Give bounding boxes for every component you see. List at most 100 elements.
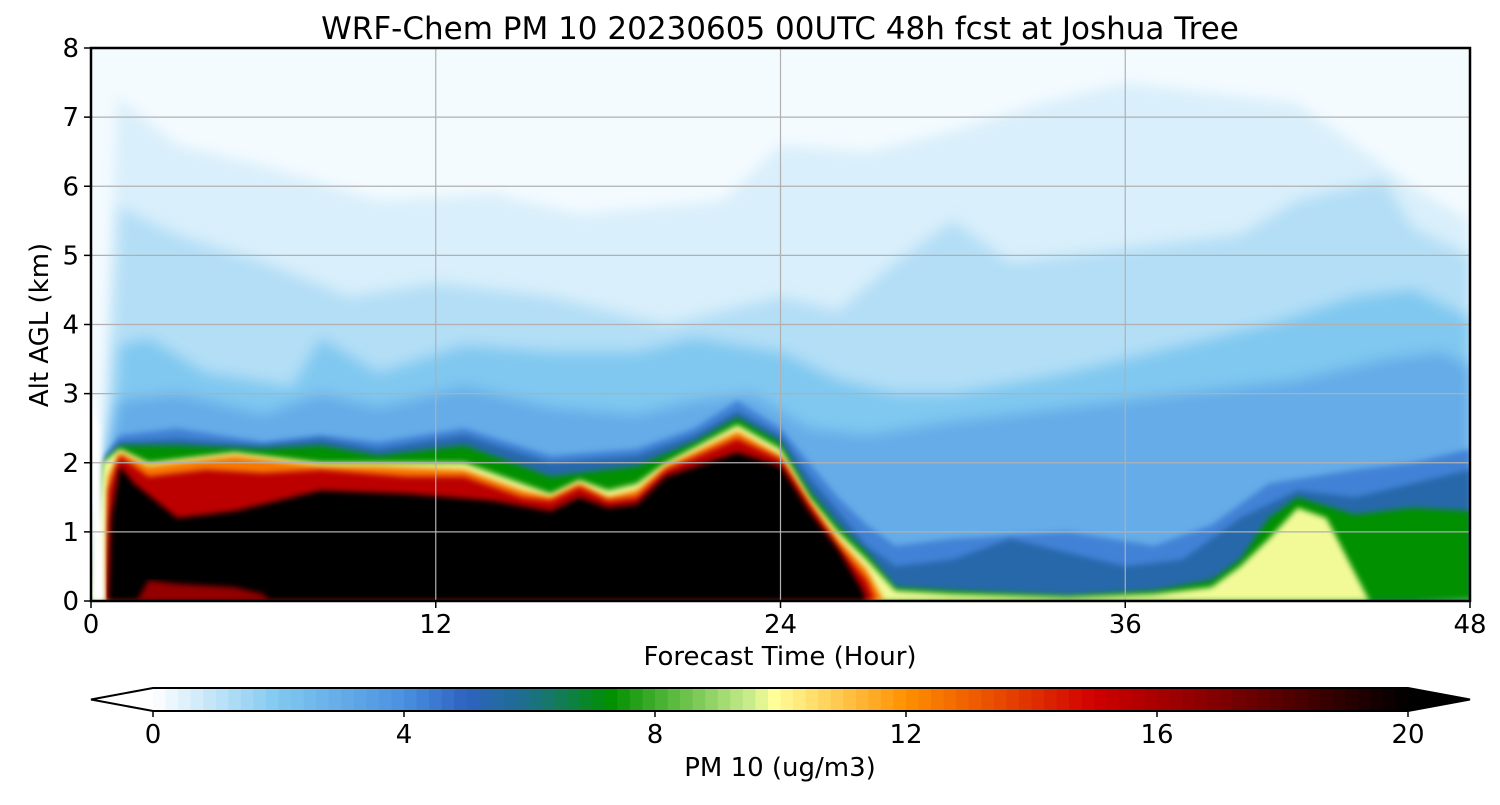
colorbar-segment — [391, 688, 405, 711]
colorbar-segment — [843, 688, 857, 711]
colorbar-tick-label: 20 — [1391, 720, 1424, 750]
y-tick-label: 0 — [62, 587, 79, 617]
colorbar-segment — [1345, 688, 1359, 711]
colorbar-segment — [956, 688, 970, 711]
colorbar-segment — [1169, 688, 1183, 711]
colorbar-segment — [1269, 688, 1284, 711]
colorbar-segment — [1106, 688, 1120, 711]
colorbar-segment — [554, 688, 568, 711]
colorbar-label: PM 10 (ug/m3) — [684, 753, 876, 783]
chart-title: WRF-Chem PM 10 20230605 00UTC 48h fcst a… — [321, 11, 1239, 47]
colorbar-segment — [880, 688, 895, 711]
colorbar-segment — [1081, 688, 1095, 711]
colorbar-segment — [153, 688, 167, 711]
colorbar-segment — [1006, 688, 1020, 711]
colorbar-segment — [629, 688, 644, 711]
colorbar-segment — [228, 688, 242, 711]
colorbar-segment — [1157, 688, 1171, 711]
x-axis-label: Forecast Time (Hour) — [643, 642, 916, 672]
colorbar-segment — [479, 688, 493, 711]
colorbar-segment — [1257, 688, 1271, 711]
colorbar-extend-low — [91, 688, 153, 711]
y-tick-label: 7 — [62, 103, 79, 133]
colorbar-segment — [1207, 688, 1221, 711]
colorbar-segment — [316, 688, 330, 711]
colorbar-segment — [240, 688, 254, 711]
colorbar-segment — [404, 688, 418, 711]
y-tick-label: 4 — [62, 311, 79, 341]
colorbar-segment — [805, 688, 819, 711]
colorbar-segment — [1307, 688, 1321, 711]
colorbar-segment — [767, 688, 782, 711]
colorbar-segment — [1282, 688, 1296, 711]
colorbar-segment — [491, 688, 505, 711]
colorbar-segment — [1382, 688, 1397, 711]
colorbar-segment — [1018, 688, 1033, 711]
x-axis: 0 12 24 36 48 — [83, 601, 1487, 640]
colorbar-segment — [830, 688, 844, 711]
colorbar-segment — [1119, 688, 1133, 711]
y-axis: 0 1 2 3 4 5 6 7 8 — [62, 34, 91, 617]
y-axis-label: Alt AGL (km) — [25, 243, 55, 407]
y-tick-label: 3 — [62, 380, 79, 410]
colorbar-segment — [341, 688, 355, 711]
colorbar-segment — [466, 688, 480, 711]
colorbar-segment — [1094, 688, 1108, 711]
contour-edge — [91, 393, 106, 601]
colorbar-segment — [190, 688, 204, 711]
colorbar-segment — [1144, 688, 1158, 711]
colorbar: 0 4 8 12 16 20 — [90, 687, 1471, 750]
colorbar-segment — [1194, 688, 1208, 711]
colorbar-segment — [1232, 688, 1246, 711]
colorbar-segment — [730, 688, 744, 711]
colorbar-segment — [529, 688, 543, 711]
colorbar-segment — [278, 688, 292, 711]
colorbar-segment — [968, 688, 982, 711]
colorbar-segment — [667, 688, 681, 711]
colorbar-extend-high — [1408, 688, 1470, 711]
colorbar-segment — [579, 688, 593, 711]
colorbar-segment — [1131, 688, 1146, 711]
x-tick-label: 0 — [83, 610, 100, 640]
colorbar-segment — [855, 688, 869, 711]
colorbar-segment — [604, 688, 618, 711]
colorbar-segment — [366, 688, 380, 711]
colorbar-segment — [178, 688, 192, 711]
colorbar-segment — [893, 688, 907, 711]
colorbar-segment — [981, 688, 995, 711]
colorbar-segment — [1320, 688, 1334, 711]
colorbar-segment — [918, 688, 932, 711]
colorbar-segment — [429, 688, 443, 711]
colorbar-segment — [705, 688, 719, 711]
colorbar-segment — [1332, 688, 1346, 711]
colorbar-segment — [993, 688, 1007, 711]
colorbar-segment — [567, 688, 581, 711]
colorbar-segment — [542, 688, 556, 711]
x-tick-label: 24 — [764, 610, 797, 640]
colorbar-segment — [742, 688, 756, 711]
plot-area — [91, 48, 1470, 601]
colorbar-segment — [203, 688, 217, 711]
colorbar-tick-label: 16 — [1140, 720, 1173, 750]
colorbar-segment — [1395, 688, 1409, 711]
colorbar-segment — [165, 688, 179, 711]
y-tick-label: 1 — [62, 518, 79, 548]
colorbar-segment — [943, 688, 957, 711]
contour-band-10 — [108, 452, 867, 601]
colorbar-segment — [592, 688, 606, 711]
colorbar-segment — [1244, 688, 1258, 711]
colorbar-segment — [328, 688, 342, 711]
colorbar-segment — [655, 688, 669, 711]
colorbar-segment — [1044, 688, 1058, 711]
x-tick-label: 12 — [419, 610, 452, 640]
colorbar-segment — [416, 688, 430, 711]
colorbar-segment — [291, 688, 305, 711]
colorbar-tick-label: 0 — [145, 720, 162, 750]
colorbar-tick-label: 8 — [647, 720, 664, 750]
y-tick-label: 2 — [62, 449, 79, 479]
contour-pocket — [137, 580, 270, 601]
colorbar-segment — [504, 688, 518, 711]
colorbar-segment — [1295, 688, 1309, 711]
